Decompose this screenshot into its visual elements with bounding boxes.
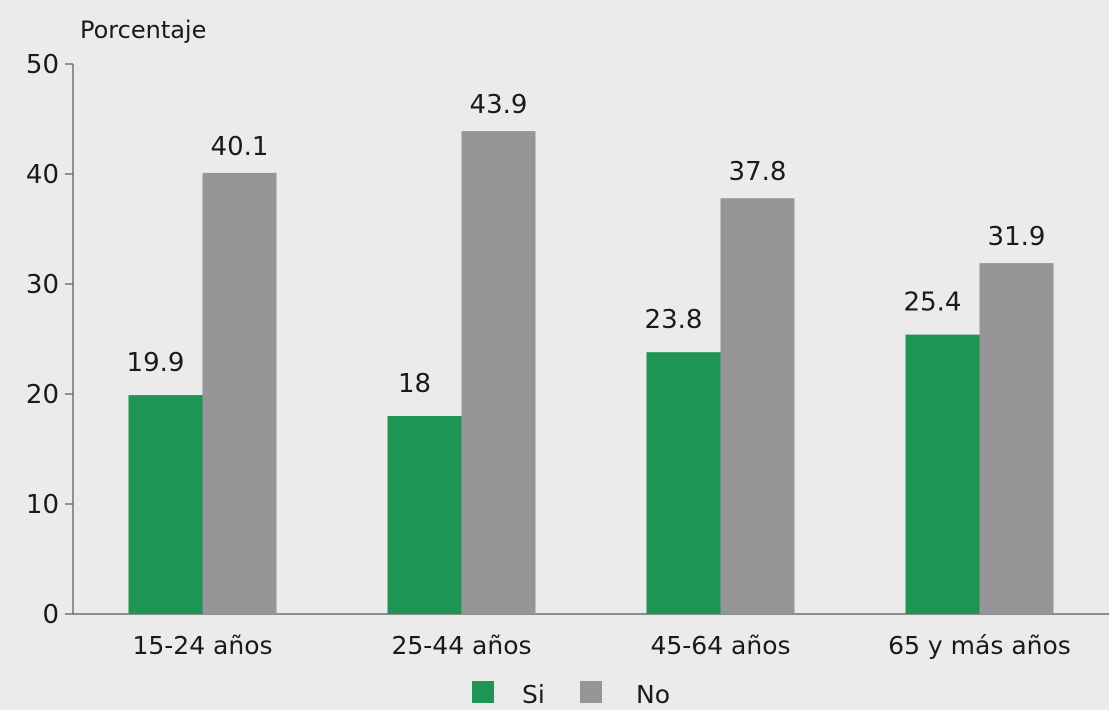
bars — [128, 131, 1054, 614]
y-tick-label: 20 — [26, 380, 59, 410]
y-ticks: 0 10 20 30 40 50 — [26, 50, 73, 630]
data-label: 25.4 — [904, 288, 962, 318]
data-label: 18 — [398, 369, 431, 399]
bar-no — [461, 131, 536, 614]
data-label: 43.9 — [470, 90, 528, 120]
bar-si — [646, 352, 721, 614]
data-label: 19.9 — [127, 348, 185, 378]
data-label: 40.1 — [211, 132, 269, 162]
y-tick-label: 30 — [26, 270, 59, 300]
legend-swatch-si — [472, 681, 494, 703]
legend: Si No — [472, 680, 670, 709]
bar-no — [720, 198, 795, 614]
data-label: 31.9 — [988, 222, 1046, 252]
bar-si — [128, 395, 203, 614]
y-tick-label: 50 — [26, 50, 59, 80]
category-label: 45-64 años — [650, 631, 790, 660]
category-label: 15-24 años — [132, 631, 272, 660]
bar-no — [202, 172, 277, 614]
legend-label: Si — [522, 680, 545, 706]
legend-swatch-no — [580, 681, 602, 703]
category-labels: 15-24 años 25-44 años 45-64 años 65 y más a… — [132, 631, 1070, 660]
legend-label: No — [636, 680, 670, 706]
bar-si — [387, 416, 462, 614]
bar-si — [905, 334, 980, 614]
bar-no — [979, 263, 1054, 614]
category-label: 25-44 años — [391, 631, 531, 660]
y-tick-label: 40 — [26, 160, 59, 190]
data-label: 23.8 — [645, 305, 703, 335]
category-label: 65 y más años — [888, 631, 1071, 660]
y-tick-label: 10 — [26, 490, 59, 520]
data-label: 37.8 — [729, 157, 787, 187]
data-labels: 19.9 40.1 18 43.9 23.8 37.8 25.4 31.9 — [127, 90, 1046, 399]
y-tick-label: 0 — [42, 600, 59, 630]
y-axis-title: Porcentaje — [80, 16, 206, 44]
